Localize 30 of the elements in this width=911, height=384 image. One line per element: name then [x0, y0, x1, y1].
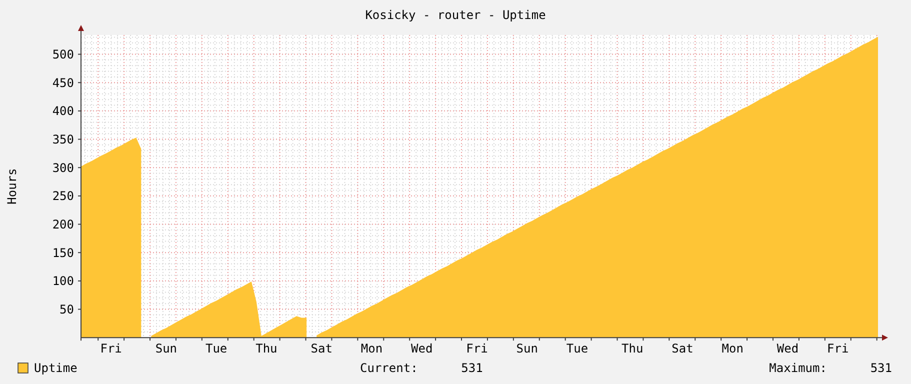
x-tick-label: Mon	[360, 342, 383, 356]
y-tick-label: 500	[52, 47, 74, 62]
x-tick-label: Tue	[566, 342, 588, 356]
x-tick-label: Tue	[205, 342, 228, 356]
y-tick-label: 50	[60, 302, 74, 316]
y-tick-label: 100	[52, 274, 74, 288]
y-tick-label: 450	[52, 76, 74, 90]
y-tick-label: 300	[52, 160, 74, 175]
x-tick-label: Sat	[672, 342, 694, 356]
y-axis-title: Hours	[5, 168, 19, 204]
y-tick-label: 150	[52, 246, 74, 260]
y-tick-label: 400	[52, 104, 74, 118]
x-tick-label: Sat	[310, 342, 332, 356]
y-tick-label: 250	[52, 189, 74, 204]
y-tick-label: 350	[52, 132, 74, 146]
y-tick-label: 200	[52, 217, 74, 232]
x-tick-label: Sun	[516, 342, 538, 356]
x-tick-label: Wed	[776, 342, 799, 356]
x-tick-label: Mon	[722, 342, 744, 356]
x-tick-label: Thu	[256, 342, 278, 356]
chart-title: Kosicky - router - Uptime	[365, 8, 546, 22]
text: Current: 531	[360, 361, 483, 375]
x-tick-label: Thu	[622, 342, 644, 356]
x-tick-label: Fri	[466, 342, 488, 356]
x-tick-label: Fri	[827, 342, 849, 356]
x-tick-label: Sun	[155, 342, 178, 356]
x-tick-label: Wed	[411, 342, 433, 356]
text: Maximum: 531	[769, 361, 892, 375]
legend-label: Uptime	[34, 361, 78, 375]
x-tick-label: Fri	[100, 342, 122, 356]
